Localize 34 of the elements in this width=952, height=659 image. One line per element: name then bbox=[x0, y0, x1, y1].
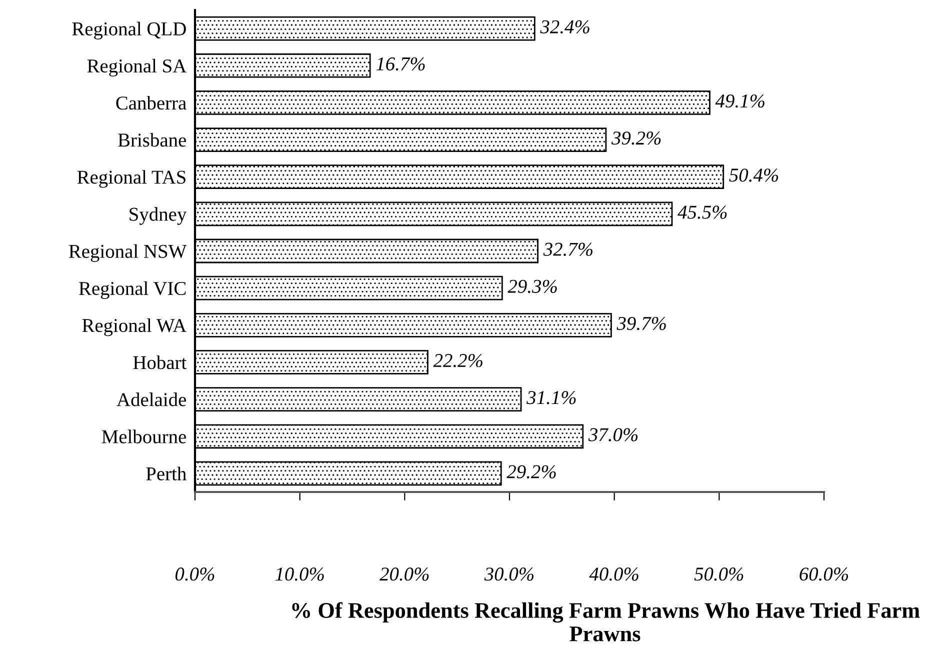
data-label: 37.0% bbox=[588, 428, 638, 442]
data-label: 50.4% bbox=[729, 168, 778, 182]
data-label: 49.1% bbox=[715, 94, 764, 108]
y-tick-label: Brisbane bbox=[118, 133, 186, 147]
data-label: 29.3% bbox=[508, 280, 557, 294]
data-label: 32.4% bbox=[540, 20, 590, 34]
data-label: 39.7% bbox=[616, 316, 666, 330]
x-tick-label: 30.0% bbox=[484, 568, 534, 581]
y-tick-label: Hobart bbox=[133, 355, 187, 370]
y-tick-label: Melbourne bbox=[102, 430, 186, 444]
data-label: 39.2% bbox=[611, 132, 661, 145]
y-tick-label: Adelaide bbox=[116, 392, 186, 406]
y-tick-label: Regional TAS bbox=[77, 170, 186, 188]
y-tick-label: Regional QLD bbox=[72, 22, 186, 40]
data-label: 32.7% bbox=[543, 242, 592, 256]
x-tick-label: 20.0% bbox=[380, 568, 429, 581]
y-tick-label: Sydney bbox=[130, 207, 187, 225]
y-tick-label: Regional SA bbox=[87, 58, 187, 77]
data-label: 45.5% bbox=[678, 206, 727, 219]
x-axis-title: % Of Respondents Recalling Farm Prawns Who Have Tried Farm Prawns bbox=[292, 602, 920, 642]
data-label: 31.1% bbox=[526, 391, 576, 404]
y-tick-label: Regional VIC bbox=[79, 281, 186, 300]
y-tick-label: Perth bbox=[146, 466, 186, 480]
x-tick-label: 40.0% bbox=[589, 568, 638, 581]
y-tick-label: Regional WA bbox=[82, 318, 187, 336]
data-label: 29.2% bbox=[506, 465, 556, 478]
y-tick-label: Regional NSW bbox=[68, 244, 187, 262]
x-tick-label: 50.0% bbox=[694, 568, 744, 581]
data-label: 16.7% bbox=[376, 57, 425, 71]
x-tick-label: 10.0% bbox=[275, 568, 324, 581]
x-tick-label: 0.0% bbox=[176, 568, 214, 581]
y-tick-label: Canberra bbox=[116, 96, 186, 110]
data-label: 22.2% bbox=[433, 354, 482, 368]
x-tick-label: 60.0% bbox=[800, 568, 848, 581]
